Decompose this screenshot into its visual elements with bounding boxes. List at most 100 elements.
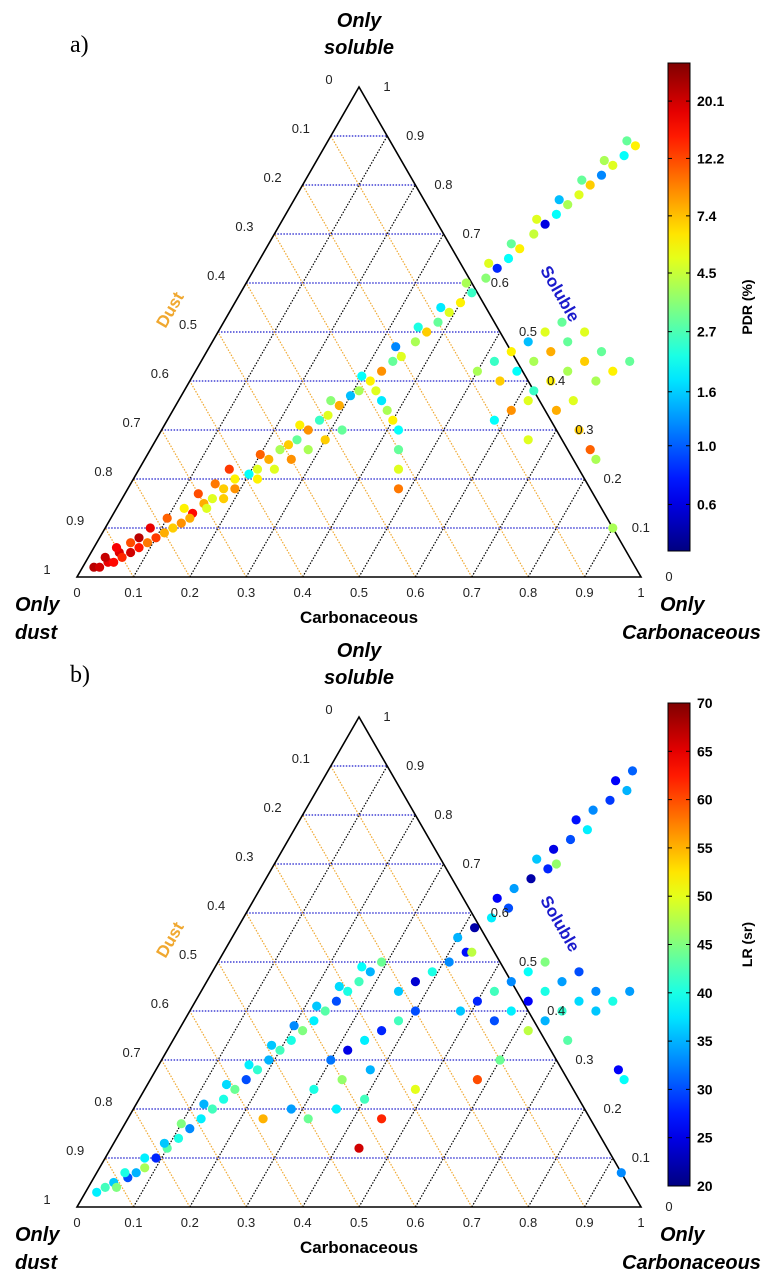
grid-line-carbonaceous [471,1059,557,1208]
ternary-frame [75,85,643,578]
data-point [219,484,229,494]
colorbar: 0.6 1.0 1.6 2.7 4.5 7.4 12.2 20.1 PDR (%) [667,62,755,552]
data-point [574,190,584,200]
data-point [140,1153,150,1163]
data-point [377,1026,387,1036]
left-tick-label: 0.9 [66,1143,84,1158]
data-point [255,449,265,460]
data-point [393,1016,404,1026]
data-point [554,195,564,205]
right-tick-label: 0.7 [463,856,481,871]
data-point [258,1114,268,1124]
left-tick-label: 0.3 [235,849,253,864]
data-point [286,1035,296,1045]
data-point [492,893,502,903]
corner-label-left: dust [15,1252,59,1274]
data-point [388,415,398,425]
left-tick-label: 0.4 [207,898,225,913]
data-point [252,464,263,474]
data-point [295,420,305,430]
colorbar-tick-label: 20.1 [697,93,724,109]
grid-line-dust [273,863,473,1208]
data-point [523,396,533,406]
grid-line-carbonaceous [527,478,586,578]
data-point [360,1094,370,1104]
data-point [599,155,609,166]
data-point [540,957,550,967]
grid-line-dust [161,1059,247,1208]
right-tick-label: 0.4 [547,373,565,388]
data-point [591,376,601,386]
data-point [410,1084,420,1094]
bottom-axis-label: Carbonaceous [300,608,418,627]
data-point [596,170,607,180]
data-point [126,547,136,558]
grid-line-dust [245,282,416,578]
grid-line-carbonaceous [245,863,445,1208]
bottom-tick-label: 0.8 [519,1215,537,1230]
bottom-tick-label: 0.4 [294,1215,312,1230]
right-tick-label: 0.6 [491,275,509,290]
data-point [162,513,172,523]
bottom-tick-label: 0.3 [237,585,255,600]
data-point [532,854,542,864]
data-point [241,1075,251,1085]
data-point [303,425,313,435]
data-point [506,239,516,249]
data-point [185,1124,195,1134]
bottom-tick-label: 0.7 [463,585,481,600]
data-point [365,1065,375,1075]
right-tick-label: 0.9 [406,758,424,773]
data-point [571,815,581,825]
left-tick-label: 0.8 [94,464,112,479]
data-point [393,425,404,435]
left-tick-label: 0.8 [94,1094,112,1109]
data-point [608,160,618,170]
data-point [563,1035,573,1045]
data-point [314,415,325,425]
data-point [467,288,477,298]
bottom-tick-label: 0 [73,1215,80,1230]
data-point [219,494,229,504]
corner-label-right: Carbonaceous [622,1252,761,1274]
data-points [89,136,641,572]
bottom-tick-label: 0.9 [576,585,594,600]
data-point [577,175,587,185]
data-point [323,410,333,420]
data-point [151,533,161,543]
data-point [563,200,573,210]
data-point [506,405,516,415]
colorbar-tick-label: 60 [697,792,713,808]
right-tick-label: 0 [665,1199,672,1214]
data-point [193,489,203,499]
data-point [580,356,590,366]
colorbar-tick-label: 40 [697,985,713,1001]
right-tick-label: 0.3 [575,422,593,437]
bottom-tick-label: 1 [637,585,644,600]
data-point [591,986,601,997]
data-point [334,981,344,992]
data-point [377,366,387,376]
data-point [532,214,542,224]
data-point [210,479,220,489]
data-point [252,474,263,484]
data-point [230,484,240,494]
data-point [326,396,336,406]
left-tick-label: 0.5 [179,947,197,962]
data-point [244,469,254,479]
data-point [563,366,573,376]
data-point [495,1055,505,1065]
grid-line-dust [132,478,191,578]
left-tick-label: 0.1 [292,751,310,766]
right-axis-label: Soluble [536,263,583,326]
data-point [410,977,420,987]
data-point [608,523,618,533]
corner-label-right: Only [660,594,705,616]
right-tick-label: 1 [383,79,390,94]
left-tick-label: 0.7 [123,1045,141,1060]
data-point [267,1040,277,1050]
data-point [549,844,559,854]
data-point [377,957,387,967]
data-point [455,298,466,308]
data-point [529,386,539,396]
